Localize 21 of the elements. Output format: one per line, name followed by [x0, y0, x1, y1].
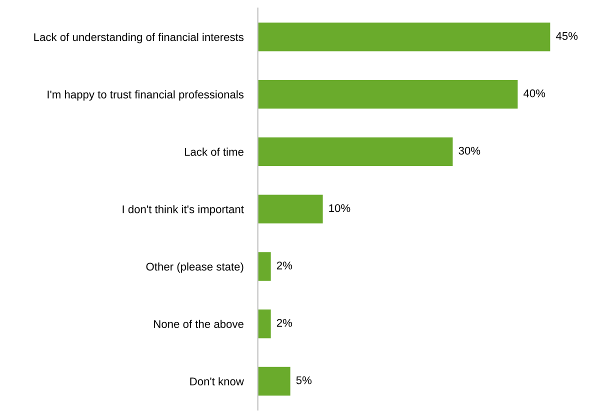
bar: [258, 80, 518, 109]
data-label: 2%: [276, 318, 292, 327]
bar: [258, 22, 550, 52]
bar: [258, 252, 271, 281]
data-label: 40%: [524, 89, 546, 98]
data-label: 45%: [556, 32, 578, 40]
y-tick-label: Other (please state): [146, 262, 244, 273]
data-label: 30%: [458, 146, 480, 155]
y-tick-label: I don't think it's important: [122, 205, 244, 216]
bar: [258, 310, 271, 338]
bar: [258, 366, 290, 396]
bar: [258, 194, 323, 224]
data-label: 10%: [329, 204, 350, 212]
data-label: 5%: [296, 376, 312, 384]
data-label: 2%: [276, 262, 292, 270]
y-tick-label: I'm happy to trust financial professionals: [48, 90, 244, 101]
y-tick-label: Lack of time: [184, 148, 244, 156]
y-tick-label: Don't know: [190, 377, 244, 386]
y-tick-label: Lack of understanding of financial interests: [34, 32, 244, 44]
y-tick-label: None of the above: [154, 320, 244, 328]
bar: [258, 137, 453, 166]
